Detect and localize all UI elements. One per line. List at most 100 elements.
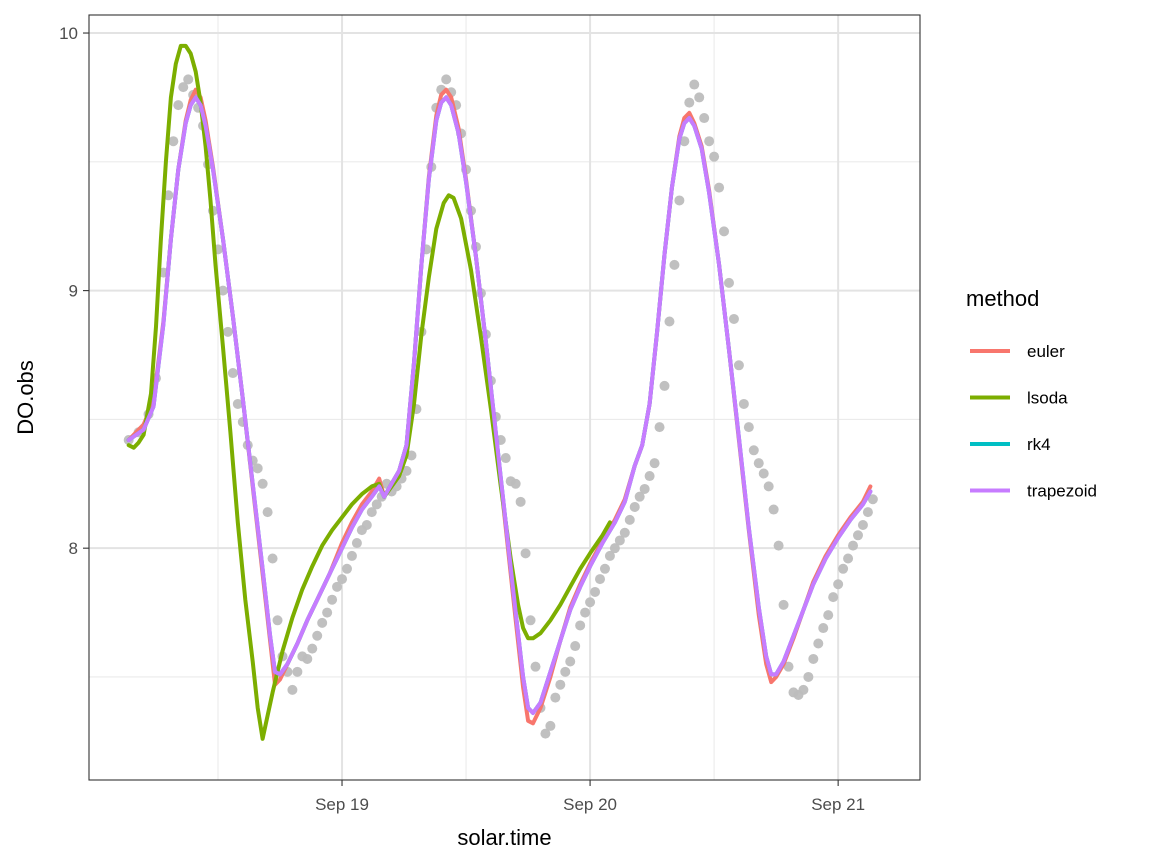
observed-point <box>639 483 650 494</box>
observed-point <box>709 151 720 162</box>
observed-point <box>753 458 764 469</box>
observed-point <box>728 313 739 324</box>
observed-point <box>684 97 695 108</box>
observed-point <box>595 574 606 585</box>
series-line-lsoda <box>126 43 612 741</box>
observed-point <box>857 520 868 530</box>
observed-point <box>669 259 680 270</box>
observed-point <box>838 563 849 574</box>
observed-point <box>783 661 794 672</box>
observed-point <box>719 226 730 237</box>
y-axis-title: DO.obs <box>13 360 38 435</box>
observed-point <box>644 471 655 482</box>
observed-point <box>545 720 556 731</box>
observed-point <box>232 398 243 409</box>
observed-point <box>183 74 194 85</box>
observed-point <box>361 520 372 530</box>
observed-point <box>570 641 581 652</box>
observed-point <box>371 499 382 510</box>
legend-label-lsoda: lsoda <box>1027 389 1068 408</box>
observed-point <box>609 543 620 554</box>
observed-point <box>664 316 675 327</box>
legend-label-euler: euler <box>1027 342 1065 361</box>
observed-point <box>808 653 819 664</box>
observed-point <box>674 195 685 206</box>
legend-label-trapezoid: trapezoid <box>1027 482 1097 501</box>
observed-point <box>580 607 591 618</box>
observed-point <box>322 607 333 618</box>
observed-point <box>341 563 352 574</box>
observed-point <box>758 468 769 479</box>
legend-label-rk4: rk4 <box>1027 435 1051 454</box>
observed-point <box>694 92 705 103</box>
x-tick-label: Sep 21 <box>811 795 865 814</box>
method-series-lines <box>126 43 873 741</box>
x-tick-label: Sep 19 <box>315 795 369 814</box>
observed-point <box>743 422 754 433</box>
observed-point <box>748 445 759 456</box>
observed-point <box>654 422 665 433</box>
observed-point <box>525 615 536 626</box>
observed-point <box>530 661 541 672</box>
observed-point <box>520 548 531 559</box>
observed-point <box>406 450 417 461</box>
observed-point <box>262 507 273 518</box>
observed-point <box>614 535 625 546</box>
observed-point <box>823 610 834 621</box>
observed-point <box>624 514 635 525</box>
x-axis-title: solar.time <box>457 825 551 850</box>
observed-point <box>619 527 630 538</box>
observed-point <box>778 599 789 610</box>
observed-point <box>704 136 715 147</box>
observed-point <box>302 653 313 664</box>
observed-point <box>366 507 377 518</box>
observed-point <box>317 617 328 628</box>
observed-point <box>634 491 645 502</box>
observed-point <box>510 478 521 489</box>
observed-point <box>738 398 749 409</box>
observed-point <box>173 100 184 111</box>
observed-point <box>763 481 774 492</box>
observed-point <box>773 540 784 551</box>
observed-point <box>555 679 566 690</box>
observed-point <box>575 620 586 631</box>
observed-point <box>222 326 233 337</box>
observed-point <box>292 666 303 677</box>
observed-point <box>540 728 551 739</box>
observed-point <box>604 550 615 561</box>
observed-point <box>307 643 318 654</box>
observed-point <box>227 368 238 379</box>
observed-point <box>862 507 873 518</box>
y-tick-label: 8 <box>69 539 78 558</box>
observed-point <box>257 478 268 489</box>
observed-point <box>679 136 690 147</box>
series-line-trapezoid <box>126 95 873 715</box>
observed-point <box>585 597 596 608</box>
observed-point <box>813 638 824 649</box>
observed-point <box>565 656 576 667</box>
observed-point <box>441 74 452 85</box>
observed-point <box>272 615 283 626</box>
observed-point <box>649 458 660 469</box>
observed-point <box>689 79 700 90</box>
observed-point <box>267 553 278 564</box>
observed-point <box>168 136 179 147</box>
observed-point <box>401 465 412 476</box>
observed-point <box>346 550 357 561</box>
observed-point <box>351 538 362 549</box>
observed-point <box>332 581 343 592</box>
observed-point <box>848 540 859 551</box>
observed-point <box>312 630 323 641</box>
observed-point <box>515 496 526 507</box>
observed-point <box>723 277 734 288</box>
observed-point <box>798 684 809 695</box>
x-axis: Sep 19 Sep 20 Sep 21 <box>315 780 865 814</box>
observed-point <box>327 594 338 605</box>
observed-point <box>560 666 571 677</box>
observed-point <box>867 494 878 505</box>
y-tick-label: 9 <box>69 282 78 301</box>
observed-point <box>768 504 779 515</box>
observed-point <box>629 501 640 512</box>
legend-title: method <box>966 286 1039 311</box>
